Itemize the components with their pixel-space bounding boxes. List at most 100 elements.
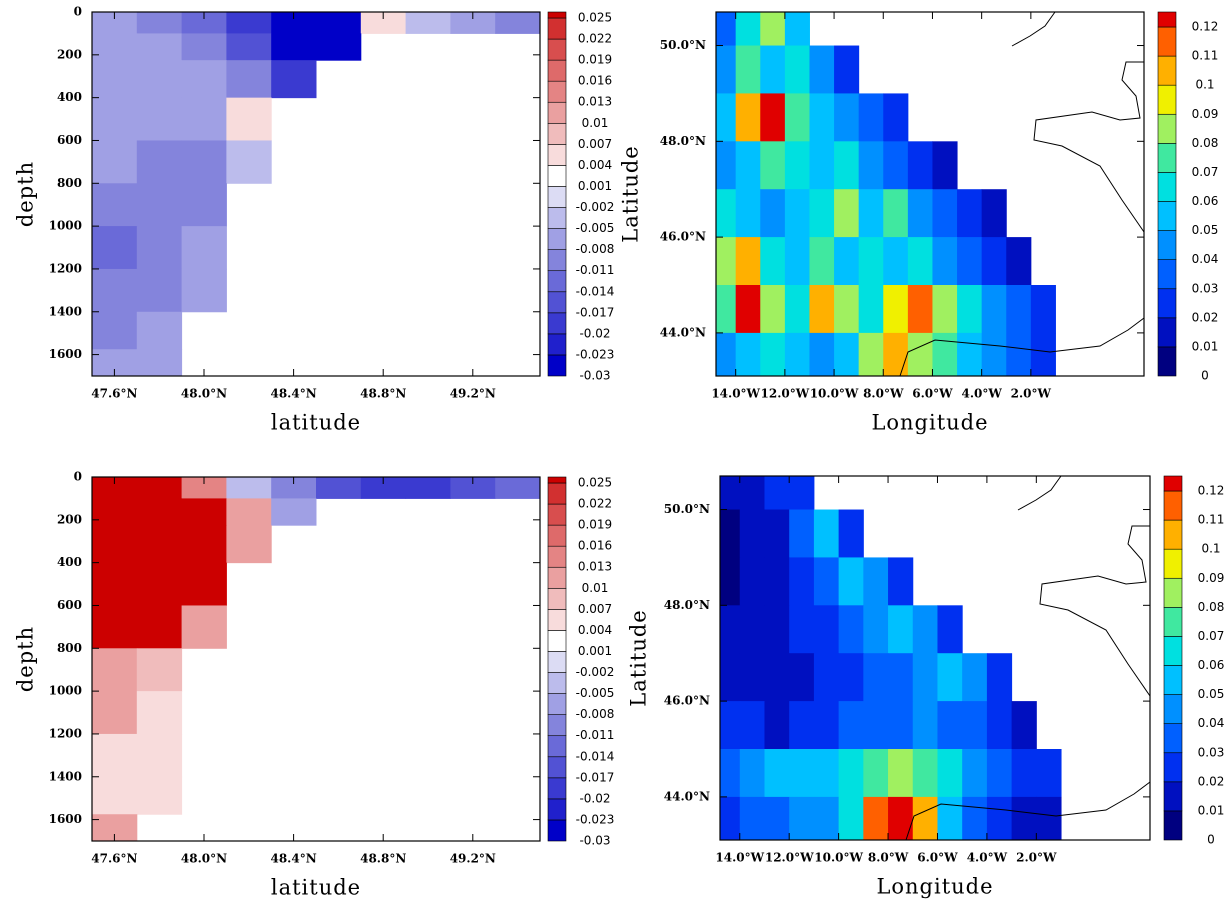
panel: 47.6°N 48.0°N 48.4°N 48.8°N 49.2°N 0 200 400 600… bbox=[14, 5, 615, 435]
cell bbox=[1011, 796, 1037, 840]
colorbar: -0.03 -0.023 -0.02 -0.017 -0.014 -0.011 -0.008… bbox=[547, 476, 615, 848]
cell bbox=[760, 237, 786, 286]
cell bbox=[957, 237, 983, 286]
cell bbox=[932, 285, 958, 334]
cell bbox=[912, 749, 938, 798]
colorbar-box bbox=[1163, 548, 1183, 579]
cell bbox=[962, 701, 988, 750]
cell bbox=[764, 796, 790, 840]
colorbar-label: 0.04 bbox=[1192, 252, 1219, 266]
cell bbox=[937, 701, 963, 750]
cell bbox=[92, 183, 138, 227]
x-tick-label: 4.0°W bbox=[967, 851, 1008, 865]
colorbar-label: 0.06 bbox=[1192, 194, 1219, 208]
cell bbox=[883, 237, 909, 286]
colorbar-label: 0.09 bbox=[1192, 107, 1219, 121]
cell bbox=[92, 311, 138, 350]
cell bbox=[858, 332, 884, 376]
x-tick-label: 10.0°W bbox=[814, 851, 863, 865]
cell bbox=[789, 749, 815, 798]
cell bbox=[863, 796, 889, 840]
cell bbox=[136, 477, 183, 499]
colorbar-label: 0.11 bbox=[1198, 513, 1225, 527]
cell bbox=[720, 749, 741, 798]
cell bbox=[92, 477, 138, 499]
cell bbox=[181, 498, 227, 526]
cell bbox=[92, 562, 138, 606]
cell bbox=[316, 33, 362, 61]
colorbar-label: 0.01 bbox=[582, 581, 609, 595]
colorbar-label: 0.001 bbox=[578, 179, 612, 193]
colorbar-label: 0.025 bbox=[578, 11, 612, 25]
colorbar-label: 0.016 bbox=[578, 539, 612, 553]
cell bbox=[720, 653, 741, 702]
cell bbox=[760, 285, 786, 334]
cell bbox=[739, 796, 765, 840]
x-tick-label: 47.6°N bbox=[91, 387, 137, 401]
cell bbox=[937, 653, 963, 702]
cell bbox=[405, 477, 451, 499]
colorbar-label: 0.01 bbox=[1198, 803, 1225, 817]
colorbar-box bbox=[1163, 752, 1183, 783]
cell bbox=[863, 605, 889, 654]
cell bbox=[716, 285, 737, 334]
cell bbox=[735, 93, 761, 142]
colorbar-box bbox=[1157, 201, 1177, 231]
cell bbox=[1006, 237, 1032, 286]
cell bbox=[271, 12, 317, 34]
cell bbox=[92, 226, 138, 270]
colorbar-label: -0.008 bbox=[576, 707, 615, 721]
colorbar-label: 0.07 bbox=[1192, 165, 1219, 179]
colorbar-label: 0.12 bbox=[1198, 484, 1225, 498]
cell bbox=[834, 141, 860, 190]
y-tick-label: 600 bbox=[57, 598, 82, 612]
cell bbox=[1036, 749, 1062, 798]
cell bbox=[760, 141, 786, 190]
colorbar-box bbox=[547, 798, 567, 821]
colorbar-box bbox=[1157, 113, 1177, 144]
cell bbox=[813, 653, 840, 702]
colorbar-box bbox=[547, 609, 567, 631]
colorbar-label: -0.014 bbox=[576, 749, 615, 763]
colorbar-label: -0.011 bbox=[576, 728, 615, 742]
y-tick-label: 200 bbox=[57, 47, 82, 61]
colorbar-label: -0.017 bbox=[576, 770, 615, 784]
cell bbox=[739, 653, 765, 702]
cell bbox=[181, 562, 227, 606]
cell bbox=[92, 60, 138, 99]
colorbar-label: 0.022 bbox=[578, 32, 612, 46]
cell bbox=[962, 796, 988, 840]
cell bbox=[495, 477, 540, 499]
cell bbox=[735, 237, 761, 286]
cell bbox=[92, 691, 138, 735]
cell bbox=[863, 557, 889, 606]
cell bbox=[760, 45, 786, 94]
cell bbox=[784, 93, 810, 142]
colorbar-label: 0.01 bbox=[1192, 339, 1219, 353]
y-tick-label: 1600 bbox=[49, 347, 82, 361]
cell bbox=[764, 749, 790, 798]
y-tick-label: 48.0°N bbox=[664, 598, 710, 612]
colorbar-box bbox=[1163, 723, 1183, 754]
cell bbox=[858, 141, 884, 190]
cell bbox=[136, 226, 183, 270]
colorbar-label: 0.08 bbox=[1192, 136, 1219, 150]
cell bbox=[1011, 701, 1037, 750]
x-tick-label: 2.0°W bbox=[1011, 387, 1052, 401]
colorbar-label: 0.02 bbox=[1198, 774, 1225, 788]
cell bbox=[181, 12, 227, 34]
cell bbox=[271, 33, 317, 61]
cell bbox=[809, 189, 835, 238]
cell bbox=[735, 285, 761, 334]
colorbar-box bbox=[547, 545, 567, 568]
cell bbox=[912, 653, 938, 702]
cell bbox=[716, 189, 737, 238]
cell bbox=[986, 796, 1013, 840]
colorbar-box bbox=[1157, 346, 1177, 377]
colorbar-box bbox=[547, 186, 567, 208]
y-tick-label: 44.0°N bbox=[664, 789, 710, 803]
colorbar-box bbox=[547, 59, 567, 82]
cell bbox=[226, 477, 272, 499]
plot-frame bbox=[719, 475, 1151, 841]
